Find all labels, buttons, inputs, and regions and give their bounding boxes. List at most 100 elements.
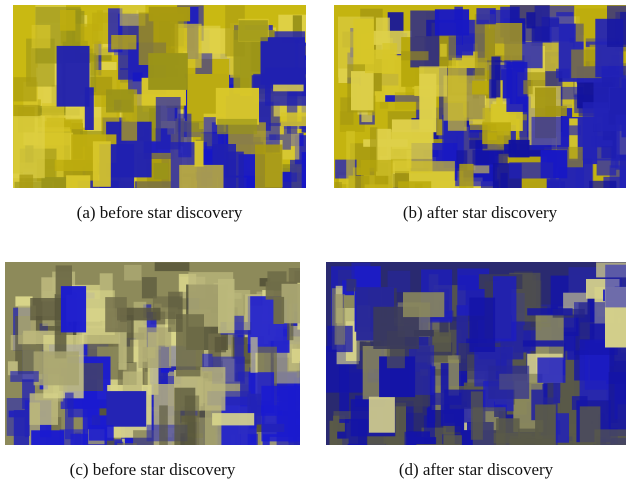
- voxel-block: [474, 165, 490, 173]
- voxel-block: [493, 276, 516, 341]
- voxel-block: [435, 9, 469, 35]
- voxel-block: [226, 152, 244, 188]
- voxel-block: [369, 397, 395, 433]
- voxel-block: [239, 20, 268, 41]
- voxel-block: [142, 277, 157, 298]
- voxel-block: [419, 66, 447, 96]
- voxel-block: [148, 53, 188, 90]
- voxel-block: [60, 10, 75, 31]
- voxel-block: [476, 8, 495, 24]
- voxel-block: [168, 292, 183, 332]
- voxel-block: [7, 398, 30, 436]
- voxel-block: [616, 115, 626, 170]
- voxel-block: [55, 160, 97, 171]
- voxel-block: [32, 25, 51, 48]
- voxel-block: [386, 129, 432, 159]
- voxel-block: [273, 85, 304, 92]
- caption: (c) before star discovery: [5, 460, 300, 480]
- voxel-block: [580, 406, 601, 445]
- voxel-block: [556, 69, 570, 79]
- voxel-block: [156, 97, 181, 150]
- voxel-block: [440, 44, 447, 57]
- voxel-block: [179, 165, 223, 188]
- voxel-block: [622, 175, 626, 188]
- voxel-block: [537, 358, 565, 383]
- voxel-block: [609, 372, 626, 436]
- voxel-block: [335, 294, 346, 345]
- voxel-block: [105, 297, 127, 332]
- render-image: [334, 5, 626, 188]
- voxel-block: [605, 265, 626, 308]
- voxel-block: [111, 35, 136, 49]
- voxel-block: [14, 105, 40, 117]
- voxel-block: [19, 175, 33, 188]
- voxel-block: [292, 349, 300, 363]
- voxel-block: [509, 439, 554, 445]
- voxel-block: [443, 435, 462, 445]
- render-image: [13, 5, 306, 188]
- voxel-block: [138, 327, 171, 368]
- voxel-block: [13, 116, 45, 178]
- voxel-block: [302, 152, 306, 188]
- voxel-block: [589, 181, 616, 188]
- voxel-block: [509, 162, 553, 178]
- voxel-block: [106, 391, 146, 427]
- voxel-block: [365, 50, 395, 73]
- voxel-block: [470, 124, 496, 130]
- voxel-block: [403, 292, 444, 317]
- voxel-block: [351, 71, 374, 110]
- voxel-block: [154, 163, 169, 179]
- voxel-block: [174, 388, 195, 445]
- voxel-block: [335, 182, 342, 188]
- voxel-block: [155, 262, 190, 271]
- voxel-block: [333, 439, 342, 445]
- voxel-block: [281, 113, 306, 127]
- voxel-block: [195, 141, 204, 167]
- voxel-block: [472, 81, 488, 95]
- voxel-block: [459, 164, 473, 188]
- render-image: [5, 262, 300, 445]
- voxel-block: [66, 175, 90, 188]
- voxel-block: [106, 89, 134, 112]
- voxel-block: [124, 265, 141, 281]
- caption: (d) after star discovery: [326, 460, 626, 480]
- voxel-block: [523, 80, 532, 94]
- caption: (a) before star discovery: [13, 203, 306, 223]
- voxel-block: [14, 77, 37, 101]
- voxel-block: [523, 340, 564, 346]
- voxel-block: [554, 413, 569, 443]
- render-image: [326, 262, 626, 445]
- voxel-block: [31, 430, 64, 445]
- voxel-block: [159, 405, 168, 445]
- voxel-block: [215, 337, 226, 352]
- voxel-block: [488, 366, 529, 399]
- voxel-block: [34, 351, 79, 385]
- voxel-block: [234, 316, 243, 382]
- voxel-block: [218, 279, 235, 333]
- voxel-block: [61, 286, 86, 332]
- voxel-block: [346, 131, 355, 188]
- voxel-block: [398, 181, 431, 188]
- voxel-block: [401, 51, 428, 60]
- voxel-block: [346, 279, 356, 291]
- voxel-block: [255, 145, 282, 189]
- voxel-block: [273, 297, 284, 324]
- voxel-block: [282, 284, 301, 324]
- voxel-block: [251, 337, 258, 373]
- voxel-block: [509, 140, 530, 158]
- voxel-block: [527, 308, 572, 315]
- voxel-block: [10, 371, 39, 382]
- voxel-block: [30, 298, 65, 320]
- voxel-block: [469, 298, 495, 352]
- voxel-block: [536, 315, 564, 360]
- voxel-block: [200, 367, 225, 411]
- voxel-block: [607, 6, 626, 47]
- voxel-block: [491, 57, 500, 98]
- voxel-block: [60, 429, 86, 445]
- voxel-block: [57, 46, 90, 107]
- voxel-block: [532, 117, 569, 150]
- caption: (b) after star discovery: [334, 203, 626, 223]
- voxel-block: [405, 432, 417, 445]
- voxel-block: [361, 160, 393, 188]
- voxel-block: [288, 387, 295, 443]
